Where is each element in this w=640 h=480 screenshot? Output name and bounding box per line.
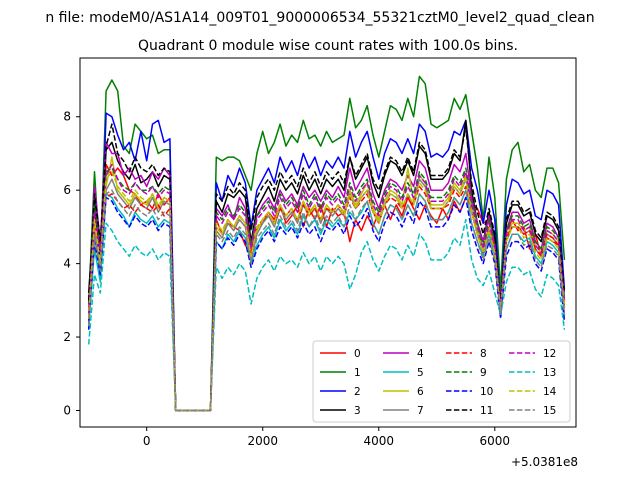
legend-label-0: 0 [354,348,361,360]
series-line-10 [87,196,566,412]
legend-label-13: 13 [543,367,556,379]
series-line-11 [87,123,566,412]
series-line-13 [87,218,566,412]
plot-series [87,75,566,412]
series-line-9 [87,167,566,412]
legend-label-11: 11 [480,405,493,417]
y-tick-label: 0 [63,403,71,417]
legend-label-8: 8 [480,348,487,360]
legend-label-1: 1 [354,367,361,379]
plot-area-frame [79,57,577,428]
legend-label-3: 3 [354,405,361,417]
chart-title: Quadrant 0 module wise count rates with … [138,38,518,54]
x-tick-label: 0 [143,434,151,448]
series-line-8 [87,185,566,412]
legend-label-10: 10 [480,386,493,398]
series-line-1 [87,75,566,412]
legend-label-14: 14 [543,386,557,398]
x-tick-label: 6000 [480,434,511,448]
legend-label-2: 2 [354,386,361,398]
series-line-4 [87,141,566,412]
x-axis: 0 2000 4000 6000 [143,427,510,448]
series-line-5 [87,189,566,412]
y-tick-label: 6 [63,183,71,197]
legend-label-12: 12 [543,348,556,360]
legend-label-9: 9 [480,367,487,379]
y-tick-label: 4 [63,257,71,271]
y-tick-label: 2 [63,330,71,344]
y-tick-label: 8 [63,110,71,124]
legend-label-5: 5 [417,367,424,379]
legend-label-15: 15 [543,405,556,417]
x-tick-label: 4000 [363,434,394,448]
legend-label-4: 4 [417,348,424,360]
series-line-12 [87,163,566,412]
y-axis: 0 2 4 6 8 [63,110,80,417]
legend-label-7: 7 [417,405,424,417]
figure-suptitle: n file: modeM0/AS1A14_009T01_9000006534_… [45,10,594,26]
x-tick-label: 2000 [247,434,278,448]
series-line-15 [87,189,566,412]
legend-label-6: 6 [417,386,424,398]
series-line-14 [87,171,566,412]
legend-frame [312,340,571,423]
x-axis-offset-label: +5.0381e8 [511,455,578,469]
series-line-2 [87,112,566,412]
